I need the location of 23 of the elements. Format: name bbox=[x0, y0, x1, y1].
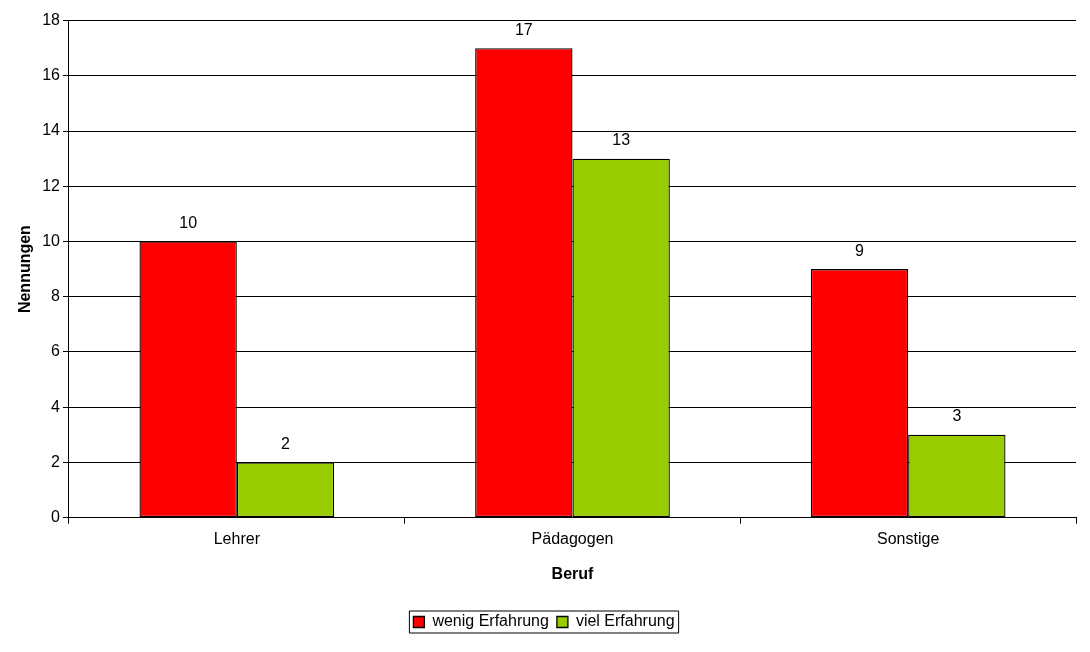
y-tick-label: 18 bbox=[42, 11, 61, 29]
legend-label: viel Erfahrung bbox=[575, 612, 675, 630]
y-axis-title: Nennungen bbox=[16, 225, 34, 314]
data-label: 9 bbox=[855, 241, 865, 259]
y-tick-label: 2 bbox=[51, 452, 61, 470]
y-tick-label: 14 bbox=[42, 121, 61, 139]
x-tick-label: Pädagogen bbox=[531, 529, 614, 547]
x-axis-title: Beruf bbox=[551, 564, 595, 582]
data-label: 3 bbox=[952, 407, 962, 425]
y-tick-label: 8 bbox=[51, 287, 61, 305]
y-tick-label: 16 bbox=[42, 66, 61, 84]
data-label: 17 bbox=[514, 20, 533, 38]
y-tick-label: 10 bbox=[42, 231, 61, 249]
y-tick-label: 0 bbox=[51, 508, 61, 526]
data-label: 10 bbox=[179, 213, 198, 231]
y-tick-label: 4 bbox=[51, 397, 61, 415]
data-label: 13 bbox=[612, 131, 631, 149]
y-tick-label: 12 bbox=[42, 176, 61, 194]
data-label: 2 bbox=[281, 434, 291, 452]
y-tick-label: 6 bbox=[51, 342, 61, 360]
x-tick-label: Sonstige bbox=[877, 529, 940, 547]
legend-label: wenig Erfahrung bbox=[431, 612, 549, 630]
x-tick-label: Lehrer bbox=[213, 529, 261, 547]
